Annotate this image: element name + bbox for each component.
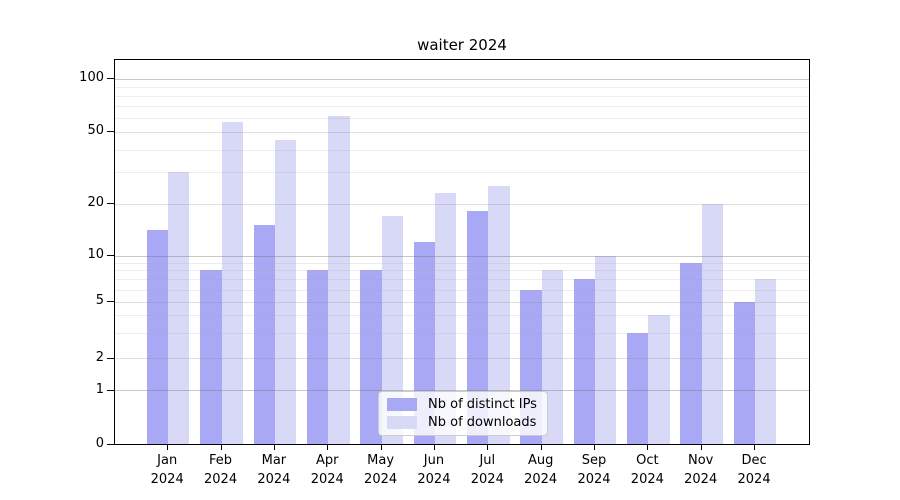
gridline bbox=[115, 389, 809, 391]
x-tick-label: May 2024 bbox=[364, 453, 398, 487]
y-tick-mark bbox=[107, 131, 114, 133]
y-tick-mark bbox=[107, 255, 114, 257]
bar-distinct-ips bbox=[253, 225, 275, 444]
y-tick-mark bbox=[107, 444, 114, 445]
bar-distinct-ips bbox=[733, 301, 756, 444]
bar-downloads bbox=[488, 186, 510, 444]
gridline bbox=[115, 301, 809, 303]
x-tick-mark bbox=[487, 445, 489, 450]
y-tick-label: 2 bbox=[95, 349, 104, 365]
y-tick-label: 50 bbox=[87, 123, 104, 139]
bar-distinct-ips bbox=[146, 230, 169, 444]
x-tick-mark bbox=[594, 445, 595, 450]
minor-gridline bbox=[115, 270, 809, 272]
y-tick-label: 1 bbox=[95, 381, 104, 397]
bar-downloads bbox=[434, 192, 457, 444]
x-tick-label: Aug 2024 bbox=[524, 453, 558, 487]
x-tick-label: Sep 2024 bbox=[577, 453, 611, 487]
bar-downloads bbox=[701, 203, 723, 444]
x-tick-label: Feb 2024 bbox=[204, 453, 238, 487]
legend-item-downloads: Nb of downloads bbox=[387, 415, 539, 430]
x-tick-label: Dec 2024 bbox=[737, 453, 771, 487]
x-tick-mark bbox=[167, 445, 169, 450]
x-tick-mark bbox=[540, 445, 542, 450]
x-tick-mark bbox=[327, 445, 329, 450]
x-tick-mark bbox=[220, 445, 222, 450]
y-tick-label: 20 bbox=[87, 194, 104, 210]
x-tick-label: Jul 2024 bbox=[470, 453, 504, 487]
bar-distinct-ips bbox=[467, 211, 489, 444]
bar-distinct-ips bbox=[627, 333, 649, 444]
chart-title: waiter 2024 bbox=[417, 36, 507, 54]
legend-swatch-downloads bbox=[387, 416, 417, 430]
minor-gridline bbox=[115, 171, 809, 173]
y-tick-label: 10 bbox=[87, 247, 104, 263]
y-tick-mark bbox=[107, 357, 114, 359]
y-tick-label: 100 bbox=[79, 69, 104, 85]
bar-downloads bbox=[274, 140, 297, 444]
bar-distinct-ips bbox=[360, 270, 382, 444]
plot-area bbox=[114, 59, 810, 445]
bar-downloads bbox=[648, 315, 670, 444]
bar-downloads bbox=[595, 255, 617, 444]
minor-gridline bbox=[115, 315, 809, 317]
gridline bbox=[115, 203, 809, 205]
x-tick-label: Nov 2024 bbox=[684, 453, 718, 487]
bar-downloads bbox=[328, 115, 350, 444]
x-tick-label: Apr 2024 bbox=[310, 453, 344, 487]
bar-distinct-ips bbox=[200, 270, 222, 444]
legend-swatch-distinct-ips bbox=[387, 397, 417, 411]
bar-distinct-ips bbox=[680, 262, 702, 444]
x-tick-mark bbox=[647, 445, 649, 450]
minor-gridline bbox=[115, 333, 809, 335]
bar-downloads bbox=[168, 171, 190, 444]
y-tick-mark bbox=[107, 301, 114, 303]
gridline bbox=[115, 255, 809, 257]
x-tick-mark bbox=[700, 445, 702, 450]
gridline bbox=[115, 78, 809, 80]
minor-gridline bbox=[115, 149, 809, 151]
bar-downloads bbox=[221, 122, 243, 444]
y-tick-label: 0 bbox=[95, 436, 104, 451]
x-tick-mark bbox=[380, 445, 382, 450]
y-tick-mark bbox=[107, 202, 114, 204]
x-tick-mark bbox=[754, 445, 756, 450]
minor-gridline bbox=[115, 118, 809, 120]
x-tick-mark bbox=[273, 445, 275, 450]
bar-distinct-ips bbox=[573, 279, 595, 444]
legend: Nb of distinct IPs Nb of downloads bbox=[378, 391, 548, 436]
x-tick-label: Mar 2024 bbox=[257, 453, 291, 487]
bar-distinct-ips bbox=[306, 270, 329, 444]
bar-downloads bbox=[381, 215, 403, 444]
legend-item-distinct-ips: Nb of distinct IPs bbox=[387, 397, 539, 412]
minor-gridline bbox=[115, 96, 809, 98]
y-tick-mark bbox=[107, 389, 114, 391]
minor-gridline bbox=[115, 262, 809, 264]
bar-downloads bbox=[755, 279, 777, 444]
legend-label-distinct-ips: Nb of distinct IPs bbox=[428, 396, 537, 412]
legend-label-downloads: Nb of downloads bbox=[428, 415, 537, 431]
x-tick-label: Oct 2024 bbox=[630, 453, 664, 487]
minor-gridline bbox=[115, 279, 809, 281]
gridline bbox=[115, 358, 809, 360]
y-tick-mark bbox=[107, 77, 114, 79]
minor-gridline bbox=[115, 106, 809, 108]
x-tick-label: Jan 2024 bbox=[150, 453, 184, 487]
y-tick-label: 5 bbox=[95, 293, 104, 309]
x-tick-label: Jun 2024 bbox=[417, 453, 451, 487]
minor-gridline bbox=[115, 289, 809, 291]
minor-gridline bbox=[115, 87, 809, 89]
x-tick-mark bbox=[433, 445, 435, 450]
gridline bbox=[115, 132, 809, 134]
